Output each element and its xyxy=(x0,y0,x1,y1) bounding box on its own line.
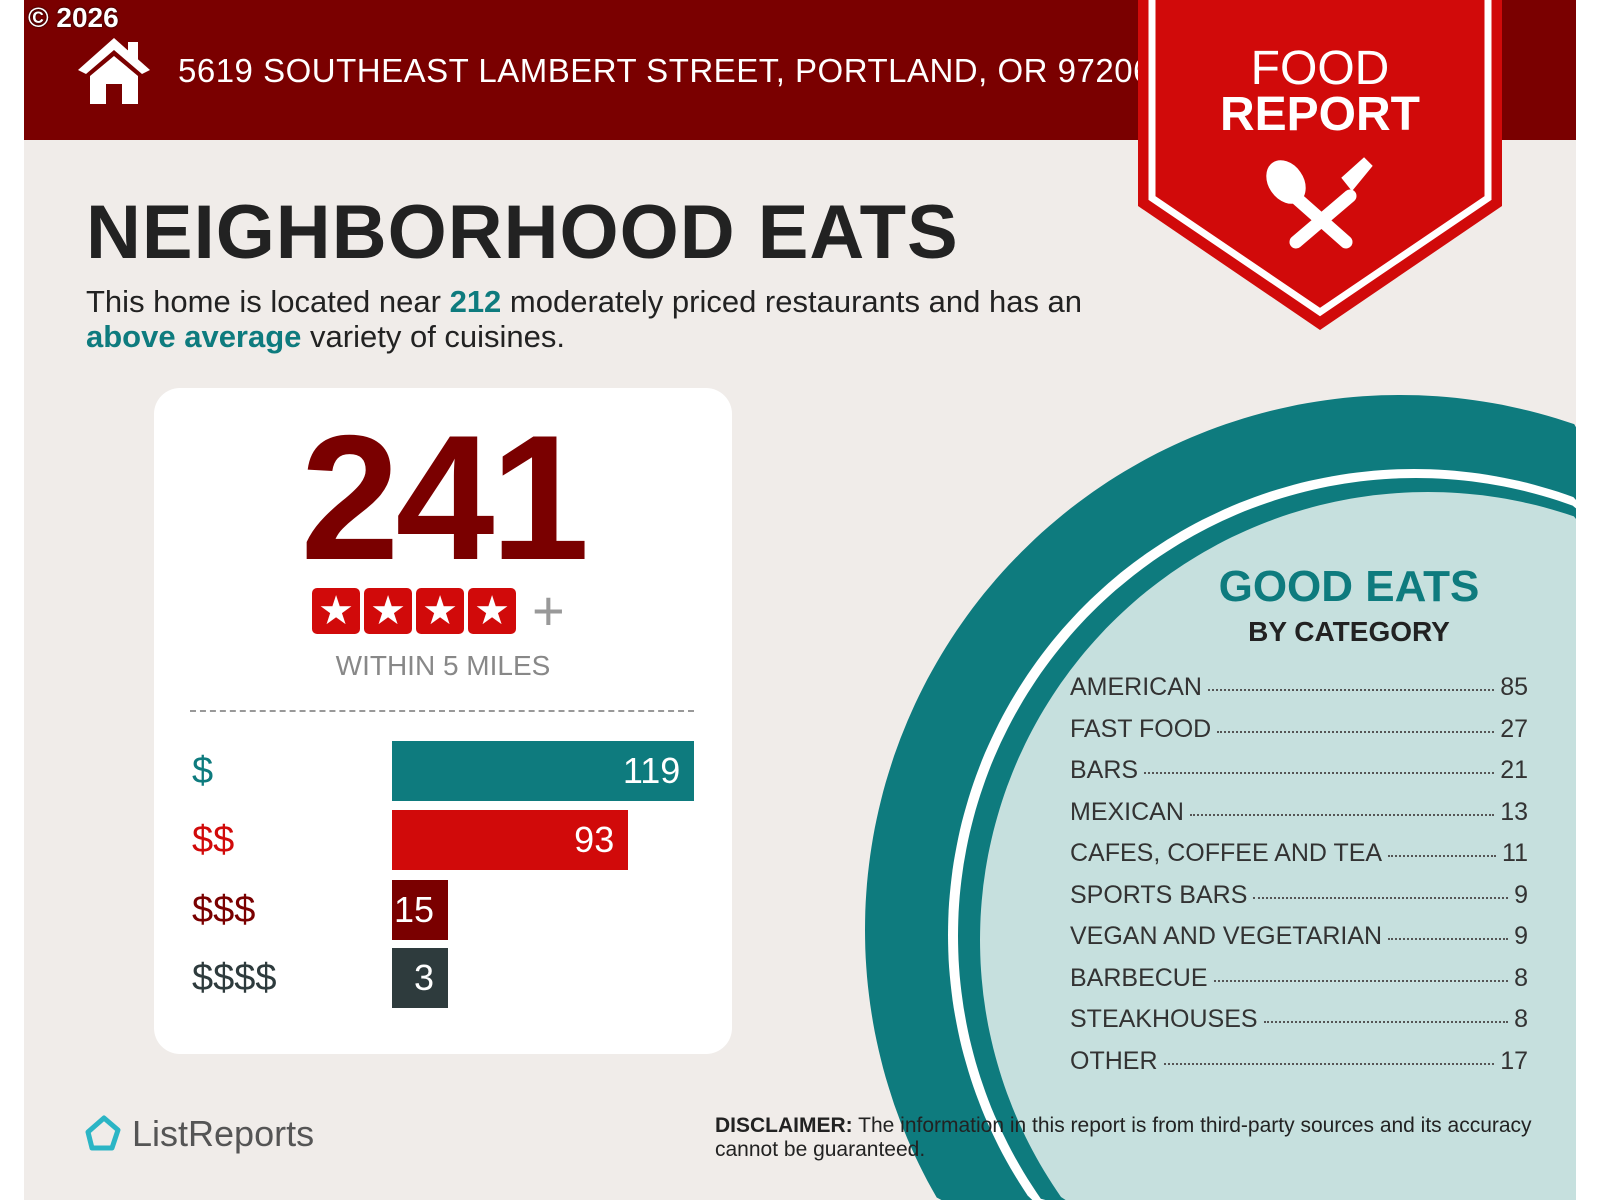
address: 5619 SOUTHEAST LAMBERT STREET, PORTLAND,… xyxy=(178,52,1152,89)
page-title: NEIGHBORHOOD EATS xyxy=(86,190,959,275)
category-name: FAST FOOD xyxy=(1070,714,1212,743)
price-bar: 119 xyxy=(392,741,695,801)
category-count: 11 xyxy=(1502,839,1528,867)
light-teal-disc xyxy=(980,492,1576,1200)
price-label: $ xyxy=(192,750,214,792)
price-label: $$$$ xyxy=(192,957,277,999)
restaurant-count: 212 xyxy=(449,284,502,319)
price-bar: 15 xyxy=(392,880,448,940)
price-label: $$ xyxy=(192,819,235,861)
category-name: STEAKHOUSES xyxy=(1070,1005,1258,1033)
copyright: © 2026 xyxy=(28,2,119,33)
intro-part: This home is located near xyxy=(86,284,450,319)
dot-leader xyxy=(1213,979,1509,982)
good-eats-title: GOOD EATS xyxy=(1218,562,1480,611)
category-row: CAFES, COFFEE AND TEA 11 xyxy=(1070,838,1528,880)
intro-part: variety of cuisines. xyxy=(301,319,566,354)
category-row: VEGAN AND VEGETARIAN 9 xyxy=(1070,921,1528,963)
food-report: © 2026 5619 SOUTHEAST LAMBERT STREET, PO… xyxy=(24,0,1576,1200)
category-row: BARS 21 xyxy=(1070,755,1528,797)
listreports-logo: ListReports xyxy=(82,1114,314,1154)
good-eats-subtitle: BY CATEGORY xyxy=(1248,616,1450,647)
star-rating: ★ ★ ★ ★ + xyxy=(312,579,565,642)
dot-leader xyxy=(1144,772,1495,774)
house-icon xyxy=(78,38,150,104)
star-icon: ★ xyxy=(364,588,412,634)
category-name: VEGAN AND VEGETARIAN xyxy=(1070,922,1383,950)
dot-leader xyxy=(1388,938,1509,940)
dot-leader xyxy=(1263,1021,1509,1023)
price-bar: 93 xyxy=(392,810,629,870)
badge-line1: FOOD xyxy=(1250,42,1390,95)
price-bar: 3 xyxy=(392,948,448,1008)
price-label: $$$ xyxy=(192,889,256,931)
within-label: WITHIN 5 MILES xyxy=(335,650,551,681)
category-row: SPORTS BARS 9 xyxy=(1070,880,1528,922)
category-row: OTHER 17 xyxy=(1070,1046,1528,1088)
variety-rating: above average xyxy=(86,319,302,354)
total-restaurants: 241 xyxy=(300,398,590,597)
category-count: 8 xyxy=(1514,963,1528,992)
category-name: BARS xyxy=(1070,756,1139,784)
category-name: OTHER xyxy=(1070,1046,1158,1075)
divider xyxy=(190,710,694,712)
category-row: AMERICAN 85 xyxy=(1070,672,1528,714)
summary-card xyxy=(154,388,732,1054)
category-list: AMERICAN 85 FAST FOOD 27 BARS 21 MEXICAN 13 CAFE… xyxy=(1070,672,1528,1087)
category-name: CAFES, COFFEE AND TEA xyxy=(1070,839,1383,867)
category-count: 13 xyxy=(1500,797,1528,826)
dot-leader xyxy=(1207,689,1495,691)
category-row: MEXICAN 13 xyxy=(1070,797,1528,839)
dot-leader xyxy=(1189,813,1495,816)
disclaimer-text: The information in this report is from t… xyxy=(715,1114,1532,1161)
star-icon: ★ xyxy=(416,588,464,634)
category-row: BARBECUE 8 xyxy=(1070,963,1528,1005)
category-name: MEXICAN xyxy=(1070,797,1184,826)
category-count: 21 xyxy=(1500,756,1528,784)
dot-leader xyxy=(1253,896,1509,899)
category-row: FAST FOOD 27 xyxy=(1070,714,1528,756)
dot-leader xyxy=(1217,730,1495,733)
disclaimer-label: DISCLAIMER: xyxy=(715,1114,853,1137)
good-eats-circle xyxy=(865,395,1576,1200)
category-count: 8 xyxy=(1514,1005,1528,1033)
spoon-fork-icon xyxy=(1266,157,1373,249)
star-icon: ★ xyxy=(312,588,360,634)
category-count: 27 xyxy=(1500,714,1528,743)
category-count: 9 xyxy=(1514,922,1528,950)
category-count: 85 xyxy=(1500,673,1528,701)
disclaimer: DISCLAIMER: The information in this repo… xyxy=(715,1114,1535,1162)
plus-icon: + xyxy=(532,579,565,642)
category-name: AMERICAN xyxy=(1070,673,1202,701)
category-count: 9 xyxy=(1514,880,1528,909)
dot-leader xyxy=(1388,855,1497,857)
category-name: BARBECUE xyxy=(1070,963,1208,992)
badge-line2: REPORT xyxy=(1219,88,1420,141)
logo-text: ListReports xyxy=(132,1113,315,1154)
category-count: 17 xyxy=(1500,1046,1528,1075)
intro-part: moderately priced restaurants and has an xyxy=(501,284,1083,319)
category-name: SPORTS BARS xyxy=(1070,880,1248,909)
logo-icon xyxy=(85,1115,121,1151)
dot-leader xyxy=(1163,1062,1495,1065)
intro-text: This home is located near 212 moderately… xyxy=(86,284,1126,354)
category-row: STEAKHOUSES 8 xyxy=(1070,1004,1528,1046)
star-icon: ★ xyxy=(468,588,516,634)
food-report-badge xyxy=(1138,0,1502,330)
